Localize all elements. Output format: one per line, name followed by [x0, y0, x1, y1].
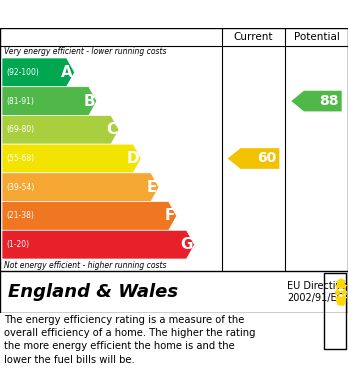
Polygon shape	[2, 173, 159, 202]
Text: England & Wales: England & Wales	[8, 283, 178, 301]
Text: Not energy efficient - higher running costs: Not energy efficient - higher running co…	[4, 260, 166, 269]
Text: 88: 88	[319, 94, 339, 108]
Text: F: F	[164, 208, 175, 223]
Text: A: A	[61, 65, 73, 80]
Text: (1-20): (1-20)	[6, 240, 29, 249]
Text: (39-54): (39-54)	[6, 183, 34, 192]
Text: Very energy efficient - lower running costs: Very energy efficient - lower running co…	[4, 47, 166, 57]
Text: (81-91): (81-91)	[6, 97, 34, 106]
Text: Energy Efficiency Rating: Energy Efficiency Rating	[10, 7, 220, 22]
Polygon shape	[228, 148, 279, 169]
Text: G: G	[180, 237, 192, 252]
Text: (21-38): (21-38)	[6, 212, 34, 221]
Text: Potential: Potential	[294, 32, 339, 42]
Text: (92-100): (92-100)	[6, 68, 39, 77]
Text: The energy efficiency rating is a measure of the
overall efficiency of a home. T: The energy efficiency rating is a measur…	[4, 315, 255, 364]
Text: Current: Current	[234, 32, 273, 42]
Text: 60: 60	[257, 151, 276, 165]
Text: (55-68): (55-68)	[6, 154, 34, 163]
Polygon shape	[2, 87, 97, 115]
Text: D: D	[127, 151, 139, 166]
Polygon shape	[2, 144, 141, 173]
Text: E: E	[147, 180, 157, 195]
Text: EU Directive
2002/91/EC: EU Directive 2002/91/EC	[287, 281, 347, 303]
Polygon shape	[2, 58, 74, 87]
Polygon shape	[2, 115, 119, 144]
Text: C: C	[106, 122, 117, 137]
Polygon shape	[291, 91, 342, 111]
Polygon shape	[2, 230, 195, 259]
Text: (69-80): (69-80)	[6, 125, 34, 134]
Polygon shape	[2, 202, 177, 230]
Text: B: B	[83, 93, 95, 109]
